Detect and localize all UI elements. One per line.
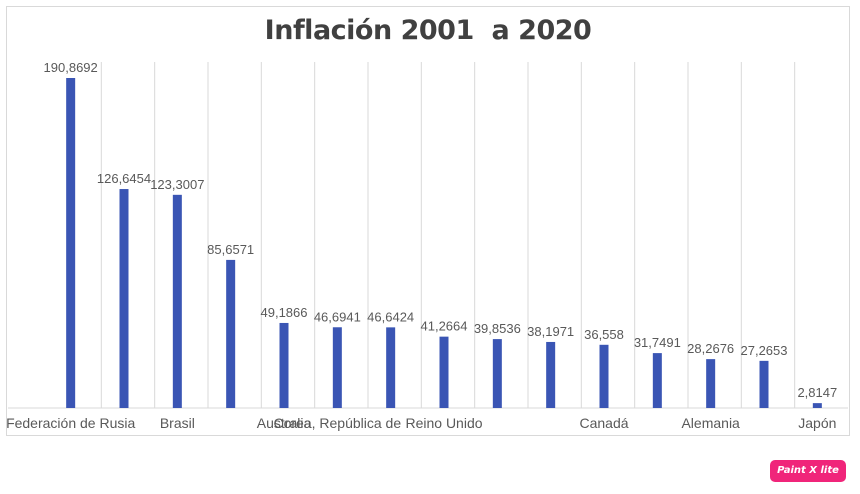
data-label: 41,2664 <box>421 319 468 334</box>
x-tick-label: Japón <box>798 415 836 431</box>
x-tick-label: Reino Unido <box>405 415 482 431</box>
bar <box>546 341 556 408</box>
bar <box>706 359 716 408</box>
bar <box>599 344 609 408</box>
data-label: 38,1971 <box>527 324 574 339</box>
x-tick-label: Alemania <box>681 415 740 431</box>
bar <box>332 327 342 408</box>
data-label: 190,8692 <box>44 60 98 75</box>
data-label: 49,1866 <box>261 305 308 320</box>
bar <box>759 360 769 408</box>
data-label: 46,6424 <box>367 309 414 324</box>
bar <box>439 336 449 408</box>
bar <box>119 189 129 408</box>
chart-area: Inflación 2001 a 2020 <box>6 6 850 436</box>
bar <box>66 78 76 408</box>
chart-title: Inflación 2001 a 2020 <box>264 15 592 46</box>
bar <box>652 353 662 408</box>
bar <box>226 259 236 408</box>
data-label: 126,6454 <box>97 171 151 186</box>
bar <box>172 194 182 408</box>
data-label: 123,3007 <box>150 177 204 192</box>
data-label: 85,6571 <box>207 242 254 257</box>
bar <box>812 403 822 408</box>
x-tick-label: Brasil <box>160 415 195 431</box>
bar <box>492 339 502 408</box>
data-label: 31,7491 <box>634 335 681 350</box>
x-tick-label: Federación de Rusia <box>6 415 135 431</box>
bar <box>386 327 396 408</box>
paint-x-lite-badge[interactable]: Paint X lite <box>770 460 846 482</box>
data-label: 28,2676 <box>687 341 734 356</box>
data-label: 36,558 <box>584 327 624 342</box>
x-tick-label: Australia <box>257 415 312 431</box>
data-label: 2,8147 <box>797 385 837 400</box>
data-label: 46,6941 <box>314 309 361 324</box>
bar <box>279 322 289 408</box>
x-tick-label: Canadá <box>579 415 628 431</box>
data-label: 27,2653 <box>741 343 788 358</box>
data-label: 39,8536 <box>474 321 521 336</box>
x-tick-label: Corea, República de <box>274 415 402 431</box>
